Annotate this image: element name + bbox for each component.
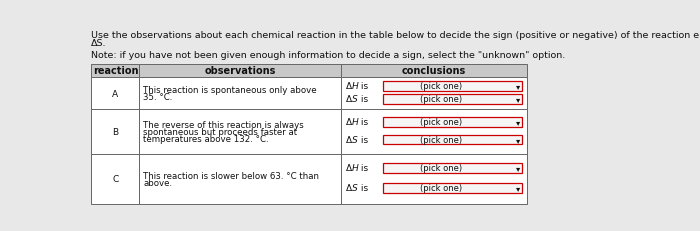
Text: S: S [352, 95, 358, 104]
Text: Use the observations about each chemical reaction in the table below to decide t: Use the observations about each chemical… [92, 31, 700, 40]
Text: H: H [352, 164, 358, 173]
Text: Δ: Δ [346, 118, 351, 127]
Bar [92, 78, 139, 110]
Text: is: is [358, 118, 368, 127]
Bar [139, 154, 341, 204]
Text: This reaction is spontaneous only above: This reaction is spontaneous only above [144, 85, 317, 94]
Bar [139, 110, 341, 154]
Text: (pick one): (pick one) [420, 136, 463, 144]
Text: H: H [352, 118, 358, 127]
Text: S: S [352, 136, 358, 144]
Bar [139, 64, 341, 78]
Text: (pick one): (pick one) [420, 118, 463, 127]
Text: (pick one): (pick one) [420, 164, 463, 173]
Text: A: A [112, 89, 118, 98]
Bar [341, 110, 527, 154]
Bar [92, 64, 139, 78]
Text: H: H [352, 82, 358, 91]
Text: ΔS.: ΔS. [92, 39, 107, 48]
Text: Δ: Δ [346, 184, 351, 193]
Bar [383, 183, 522, 193]
Bar [383, 163, 522, 173]
Text: (pick one): (pick one) [420, 82, 463, 91]
Bar [92, 110, 139, 154]
Text: temperatures above 132. °C.: temperatures above 132. °C. [144, 135, 269, 144]
Text: Δ: Δ [346, 82, 351, 91]
Text: is: is [358, 95, 368, 104]
Text: ▾: ▾ [517, 136, 521, 144]
Text: B: B [112, 128, 118, 137]
Text: observations: observations [204, 66, 276, 76]
Text: above.: above. [144, 178, 172, 187]
Text: Δ: Δ [346, 136, 351, 144]
Text: Δ: Δ [346, 95, 351, 104]
Text: This reaction is slower below 63. °C than: This reaction is slower below 63. °C tha… [144, 171, 319, 180]
Bar [341, 64, 527, 78]
Bar [383, 95, 522, 104]
Bar [92, 154, 139, 204]
Text: ▾: ▾ [517, 118, 521, 127]
Text: ▾: ▾ [517, 164, 521, 173]
Bar [341, 154, 527, 204]
Text: (pick one): (pick one) [420, 95, 463, 104]
Text: ▾: ▾ [517, 184, 521, 193]
Text: reaction: reaction [92, 66, 138, 76]
Text: (pick one): (pick one) [420, 184, 463, 193]
Text: Note: if you have not been given enough information to decide a sign, select the: Note: if you have not been given enough … [92, 51, 566, 60]
Bar [383, 135, 522, 145]
Text: 35. °C.: 35. °C. [144, 93, 173, 102]
Text: S: S [352, 184, 358, 193]
Bar [383, 117, 522, 127]
Text: is: is [358, 82, 368, 91]
Bar [139, 78, 341, 110]
Text: is: is [358, 164, 368, 173]
Bar [341, 78, 527, 110]
Text: spontaneous but proceeds faster at: spontaneous but proceeds faster at [144, 128, 298, 137]
Text: ▾: ▾ [517, 82, 521, 91]
Bar [383, 82, 522, 91]
Text: C: C [112, 175, 118, 184]
Text: conclusions: conclusions [402, 66, 466, 76]
Text: ▾: ▾ [517, 95, 521, 104]
Text: is: is [358, 136, 368, 144]
Text: Δ: Δ [346, 164, 351, 173]
Text: The reverse of this reaction is always: The reverse of this reaction is always [144, 120, 304, 129]
Text: is: is [358, 184, 368, 193]
